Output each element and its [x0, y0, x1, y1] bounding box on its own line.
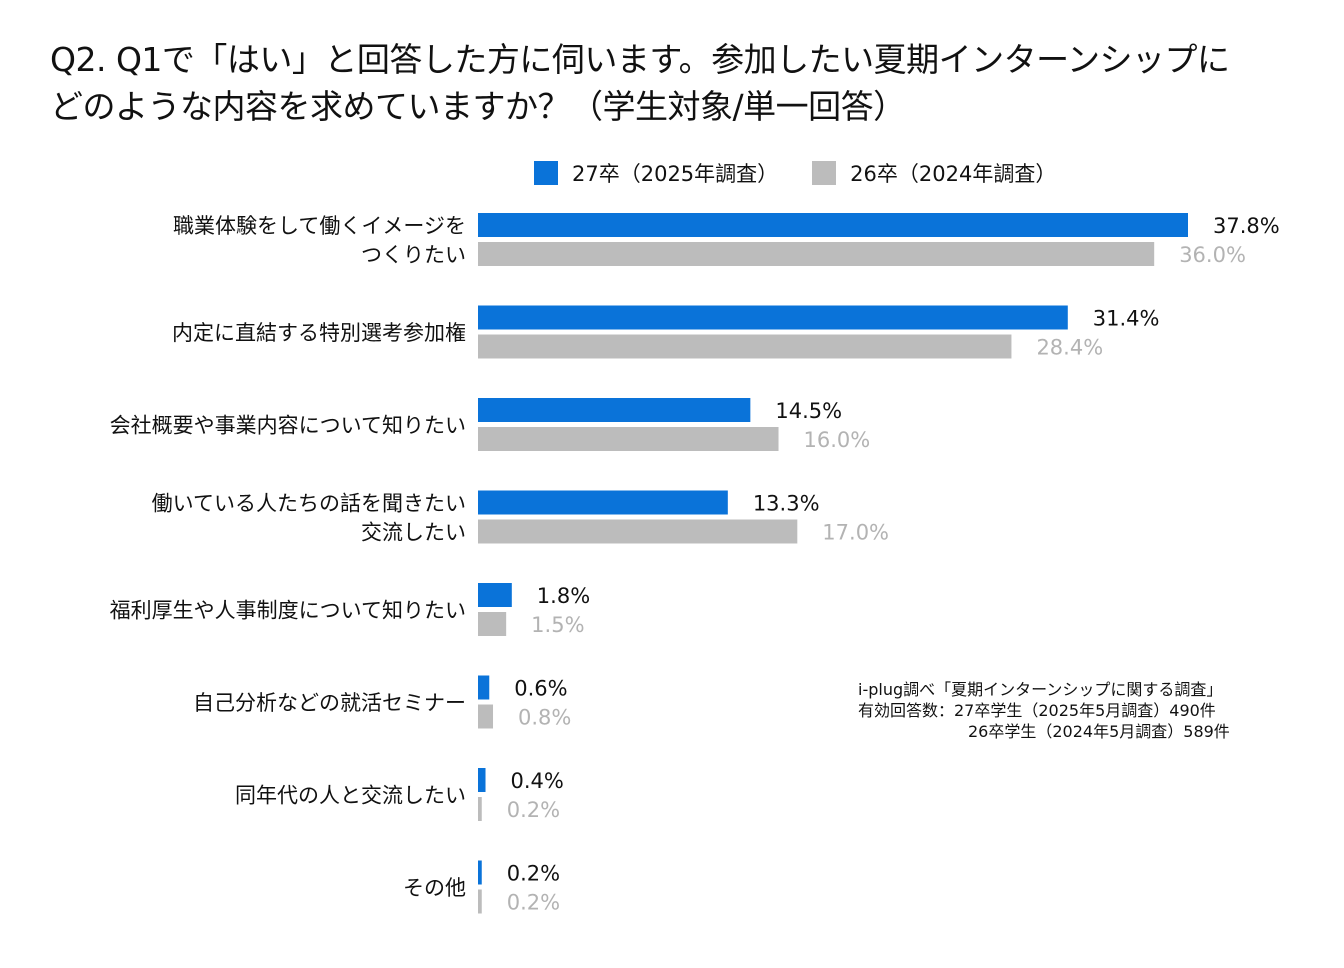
category-label-line: 職業体験をして働くイメージを — [173, 214, 466, 238]
bar-2024 — [478, 797, 482, 821]
category-label: 自己分析などの就活セミナー — [193, 691, 466, 715]
bar-2025 — [478, 583, 512, 607]
bar-label-2024: 0.8% — [518, 706, 571, 730]
legend-item-2025: 27卒（2025年調査） — [534, 158, 778, 188]
legend-swatch-2025 — [534, 161, 558, 185]
category-label: 内定に直結する特別選考参加権 — [172, 321, 466, 345]
bar-label-2025: 0.4% — [511, 769, 564, 793]
bar-2025 — [478, 398, 751, 422]
legend-swatch-2024 — [812, 161, 837, 185]
chart-title-line-2: どのような内容を求めていますか？（学生対象/単一回答） — [50, 87, 906, 126]
survey-note: i-plug調べ「夏期インターンシップに関する調査」 有効回答数：27卒学生（2… — [858, 679, 1230, 742]
category-label-line: 交流したい — [361, 521, 466, 545]
category-label-line: つくりたい — [361, 243, 466, 267]
bar-label-2024: 0.2% — [507, 798, 560, 822]
bar-2024 — [478, 612, 507, 636]
bar-2025 — [478, 213, 1188, 237]
bar-label-2025: 1.8% — [537, 584, 590, 608]
bar-label-2025: 0.6% — [514, 677, 567, 701]
bar-2025 — [478, 860, 482, 885]
bar-2024 — [478, 242, 1155, 266]
bar-2025 — [478, 490, 728, 515]
category-label: 会社概要や事業内容について知りたい — [110, 414, 466, 438]
bar-label-2024: 28.4% — [1036, 336, 1103, 360]
bar-label-2025: 14.5% — [775, 399, 842, 423]
bar-2025 — [478, 675, 490, 700]
bar-label-2024: 0.2% — [507, 891, 560, 915]
bar-label-2024: 1.5% — [531, 613, 584, 637]
bar-2024 — [478, 704, 494, 729]
bar-label-2024: 36.0% — [1179, 243, 1246, 267]
bar-2025 — [478, 768, 486, 792]
bar-label-2025: 13.3% — [753, 492, 820, 516]
bar-label-2025: 0.2% — [507, 862, 560, 886]
category-label: 福利厚生や人事制度について知りたい — [110, 599, 466, 623]
survey-note-count-2024: 26卒学生（2024年5月調査）589件 — [968, 722, 1230, 741]
bar-2024 — [478, 427, 779, 451]
category-label: 同年代の人と交流したい — [235, 784, 466, 808]
bar-label-2025: 37.8% — [1213, 214, 1280, 238]
survey-note-source: i-plug調べ「夏期インターンシップに関する調査」 — [858, 680, 1223, 699]
bar-2024 — [478, 519, 798, 544]
bar-label-2025: 31.4% — [1093, 307, 1160, 331]
category-label-line: 働いている人たちの話を聞きたい — [152, 492, 466, 516]
category-label: その他 — [403, 876, 466, 900]
bar-label-2024: 17.0% — [822, 521, 889, 545]
bar-2025 — [478, 305, 1068, 330]
chart-title: Q2. Q1で「はい」と回答した方に伺います。参加したい夏期インターンシップに … — [50, 36, 1310, 130]
bar-2024 — [478, 889, 482, 914]
chart-title-line-1: Q2. Q1で「はい」と回答した方に伺います。参加したい夏期インターンシップに — [50, 40, 1230, 79]
legend-label-2024: 26卒（2024年調査） — [850, 162, 1057, 186]
bar-2024 — [478, 334, 1012, 359]
chart-legend: 27卒（2025年調査） 26卒（2024年調査） — [534, 158, 1090, 188]
bar-label-2024: 16.0% — [804, 428, 871, 452]
legend-item-2024: 26卒（2024年調査） — [812, 158, 1056, 188]
legend-label-2025: 27卒（2025年調査） — [572, 162, 779, 186]
survey-note-count-2025: 有効回答数：27卒学生（2025年5月調査）490件 — [858, 701, 1216, 720]
